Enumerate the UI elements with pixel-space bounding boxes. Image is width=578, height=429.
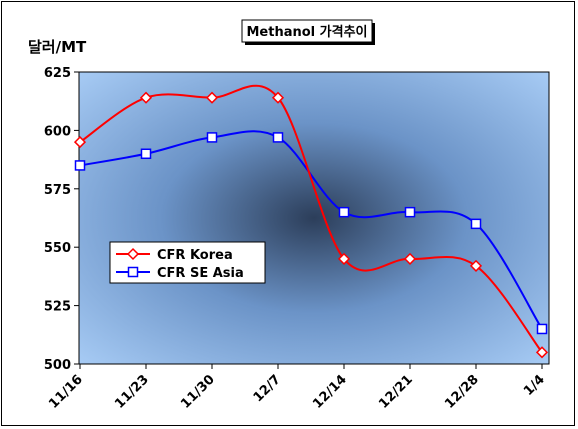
y-axis: 500 525 550 575 600 625 [44,66,79,373]
data-point-cfr-se-asia [470,218,482,230]
data-point-cfr-korea [469,259,483,272]
data-point-cfr-korea [139,91,153,104]
legend-marker-cfr-se-asia [127,266,139,278]
data-point-cfr-korea [337,252,351,265]
x-tick-label: 12/7 [251,372,284,405]
series-layer [73,84,549,359]
x-axis: 11/16 11/23 11/30 12/7 12/14 12/21 12/28 1/4 [46,364,548,412]
x-tick-label: 11/23 [112,372,152,412]
data-point-cfr-korea [205,91,219,104]
data-point-cfr-se-asia [206,132,218,143]
legend-label-cfr-se-asia: CFR SE Asia [157,266,244,281]
x-tick-label: 11/30 [178,372,218,412]
x-tick-label: 11/16 [46,372,86,412]
y-tick-label: 525 [44,300,71,315]
series-cfr-korea [73,84,549,359]
data-point-cfr-se-asia [74,160,86,171]
series-cfr-se-asia [74,130,548,335]
data-point-cfr-se-asia [404,206,416,218]
y-axis-label: 달러/MT [28,38,87,56]
y-tick-label: 550 [44,241,71,256]
data-point-cfr-korea [403,252,417,265]
data-point-cfr-se-asia [272,132,284,143]
data-point-cfr-se-asia [536,323,548,335]
y-tick-label: 625 [44,66,71,81]
chart-title-text: Methanol 가격추이 [246,24,367,40]
y-tick-label: 575 [44,183,71,198]
data-point-cfr-se-asia [338,206,350,218]
plot-area [78,71,550,365]
x-tick-label: 12/28 [442,372,482,412]
chart-title: Methanol 가격추이 [241,19,375,45]
x-tick-label: 12/14 [310,372,350,412]
data-point-cfr-korea [535,346,549,359]
data-point-cfr-se-asia [140,148,152,160]
x-tick-label: 1/4 [521,372,548,399]
x-tick-label: 12/21 [376,372,416,412]
y-tick-label: 600 [44,124,71,139]
legend: CFR Korea CFR SE Asia [109,241,266,284]
legend-label-cfr-korea: CFR Korea [157,248,233,263]
legend-marker-cfr-korea [126,247,140,261]
data-point-cfr-korea [73,136,87,149]
data-point-cfr-korea [271,91,285,104]
y-tick-label: 500 [44,358,71,373]
